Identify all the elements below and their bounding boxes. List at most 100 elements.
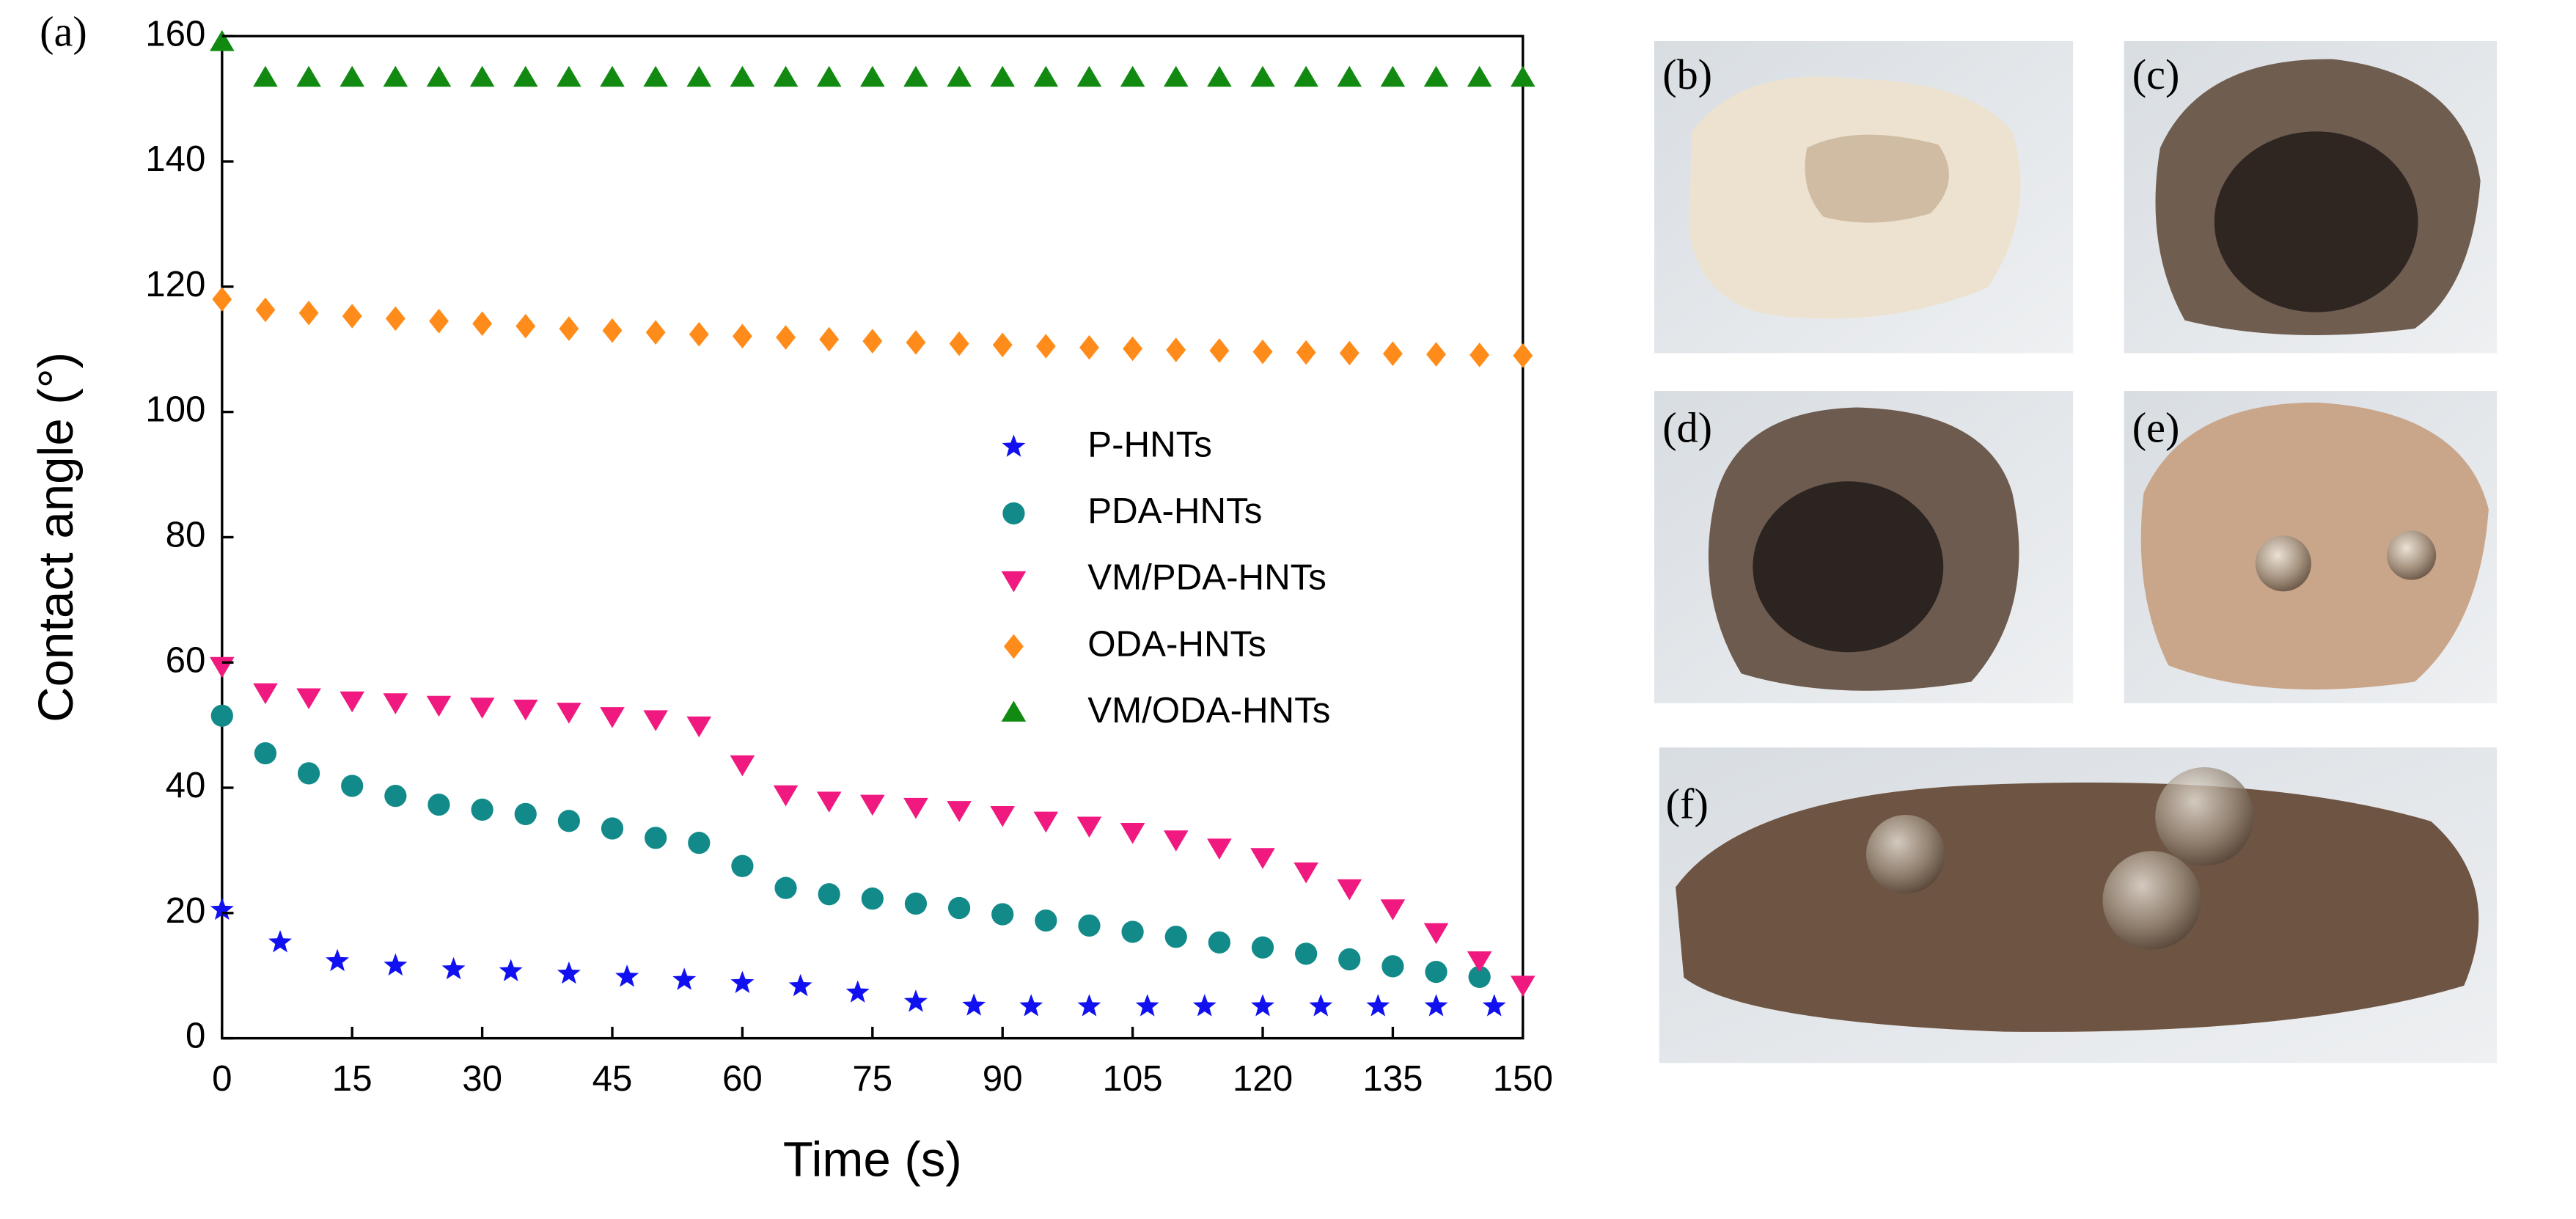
- data-point: [513, 699, 538, 721]
- data-point: [385, 306, 406, 332]
- data-point: [1380, 65, 1406, 87]
- data-point: [253, 683, 278, 705]
- data-point: [1164, 926, 1187, 948]
- data-point: [210, 704, 233, 727]
- data-point: [559, 316, 579, 341]
- data-point: [990, 65, 1016, 87]
- data-point: [340, 65, 365, 87]
- y-axis-title: Contact angle (°): [29, 352, 84, 722]
- data-point: [947, 801, 972, 822]
- legend-label: PDA-HNTs: [1087, 491, 1262, 531]
- y-tick-label: 0: [186, 1016, 205, 1056]
- data-point: [472, 311, 493, 337]
- data-point: [254, 742, 277, 765]
- data-point: [949, 331, 969, 356]
- data-point: [730, 65, 755, 87]
- data-point: [1033, 811, 1059, 833]
- data-point: [1338, 948, 1361, 971]
- x-tick-label: 105: [1103, 1058, 1163, 1099]
- data-point: [688, 832, 711, 854]
- x-tick-label: 90: [983, 1058, 1023, 1099]
- y-tick-label: 80: [166, 514, 206, 554]
- y-tick-label: 40: [166, 765, 206, 805]
- y-tick-label: 60: [166, 640, 206, 680]
- data-point: [1121, 920, 1144, 943]
- data-point: [441, 956, 466, 980]
- data-point: [1293, 65, 1318, 87]
- data-point: [513, 65, 538, 87]
- y-tick-label: 140: [145, 139, 205, 179]
- data-point: [210, 897, 234, 920]
- data-point: [557, 65, 581, 87]
- data-point: [340, 691, 365, 713]
- panel-label: (a): [40, 8, 87, 56]
- data-point: [1035, 334, 1056, 359]
- data-point: [1467, 951, 1492, 973]
- data-point: [1019, 994, 1043, 1017]
- data-point: [383, 65, 408, 87]
- data-point: [255, 297, 276, 323]
- data-point: [776, 325, 796, 350]
- data-point: [1424, 994, 1448, 1017]
- data-point: [268, 930, 293, 953]
- data-point: [1339, 340, 1359, 366]
- data-point: [1207, 65, 1232, 87]
- data-point: [615, 964, 639, 987]
- data-point: [514, 802, 537, 826]
- x-tick-label: 15: [332, 1058, 373, 1099]
- data-point: [903, 65, 928, 87]
- data-point: [471, 798, 493, 821]
- legend-marker: [1001, 571, 1027, 593]
- photo-label: (e): [2132, 403, 2180, 451]
- data-point: [428, 793, 450, 816]
- y-tick-label: 120: [145, 264, 205, 304]
- y-tick-label: 160: [145, 13, 205, 54]
- data-point: [1295, 942, 1318, 965]
- data-point: [773, 65, 799, 87]
- data-point: [1366, 994, 1390, 1017]
- data-point: [426, 65, 452, 87]
- data-point: [1035, 909, 1057, 932]
- data-point: [990, 805, 1016, 827]
- photo-label: (b): [1662, 51, 1712, 98]
- photo-d: [1654, 391, 2074, 703]
- data-point: [296, 65, 321, 87]
- data-point: [1076, 816, 1102, 838]
- data-point: [600, 707, 625, 728]
- data-point: [904, 892, 928, 915]
- data-point: [1468, 965, 1491, 989]
- data-point: [1033, 65, 1059, 87]
- legend-label: P-HNTs: [1087, 424, 1212, 464]
- x-tick-label: 60: [722, 1058, 763, 1099]
- data-point: [296, 688, 321, 710]
- data-point: [731, 854, 754, 877]
- data-layer: [210, 30, 1535, 1017]
- data-point: [1423, 923, 1449, 945]
- data-point: [992, 332, 1013, 358]
- data-point: [1250, 65, 1275, 87]
- data-point: [730, 755, 755, 777]
- data-point: [1309, 994, 1333, 1017]
- data-point: [774, 876, 797, 899]
- data-point: [773, 785, 799, 807]
- data-point: [1076, 65, 1102, 87]
- data-point: [1077, 994, 1101, 1017]
- data-point: [499, 959, 523, 981]
- data-point: [342, 304, 362, 329]
- photo-c: [2124, 40, 2498, 354]
- data-point: [1078, 914, 1101, 937]
- data-point: [1252, 339, 1273, 365]
- data-point: [1250, 848, 1275, 869]
- data-point: [1382, 341, 1403, 367]
- data-point: [643, 65, 668, 87]
- data-point: [341, 775, 364, 797]
- data-point: [1079, 334, 1099, 360]
- data-point: [845, 980, 870, 1003]
- data-point: [1296, 340, 1316, 365]
- data-point: [1192, 994, 1217, 1017]
- data-point: [429, 309, 449, 334]
- data-point: [557, 703, 581, 724]
- data-point: [1163, 65, 1189, 87]
- data-point: [1511, 975, 1535, 997]
